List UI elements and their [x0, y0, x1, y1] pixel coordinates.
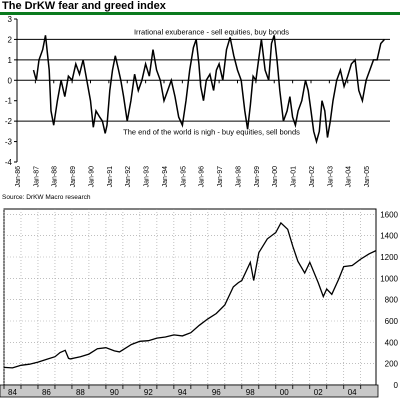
x-tick-label: 86 — [42, 388, 51, 397]
x-tick-label: Jan-05 — [364, 166, 371, 188]
x-tick-label: 98 — [246, 388, 255, 397]
y-tick-label: 1 — [8, 56, 13, 65]
y-tick-label: 1600 — [380, 210, 398, 219]
y-tick-label: 0 — [394, 381, 399, 390]
y-tick-label: 400 — [385, 338, 399, 347]
y-tick-label: 800 — [385, 296, 399, 305]
x-tick-label: 88 — [76, 388, 85, 397]
x-tick-label: Jan-95 — [180, 166, 187, 188]
x-tick-label: Jan-96 — [199, 166, 206, 188]
index-series-line — [32, 35, 386, 145]
annotation: The end of the world is nigh - buy equit… — [123, 127, 300, 136]
x-axis-band — [0, 384, 379, 398]
x-tick-label: 90 — [110, 388, 119, 397]
x-tick-label: Jan-86 — [15, 166, 22, 188]
x-tick-label: Jan-99 — [254, 166, 261, 188]
y-tick-label: 2 — [8, 35, 13, 44]
y-tick-label: -3 — [5, 138, 13, 147]
source-note: Source: DrKW Macro research — [2, 194, 91, 201]
price-series-line — [3, 221, 377, 369]
y-tick-label: 200 — [385, 360, 399, 369]
plot-area — [3, 208, 377, 386]
y-tick-label: -1 — [5, 97, 13, 106]
x-tick-label: Jan-97 — [217, 166, 224, 188]
title-underline — [0, 12, 400, 15]
y-tick-label: -4 — [5, 158, 13, 167]
x-tick-label: Jan-94 — [162, 166, 169, 188]
x-tick-label: Jan-01 — [291, 166, 298, 188]
x-tick-label: Jan-92 — [125, 166, 132, 188]
x-tick-label: Jan-89 — [70, 166, 77, 188]
x-tick-label: Jan-00 — [272, 166, 279, 188]
annotation: Irrational exuberance - sell equities, b… — [134, 27, 289, 36]
x-tick-label: Jan-93 — [144, 166, 151, 188]
x-tick-label: Jan-91 — [107, 166, 114, 188]
y-tick-label: 0 — [8, 76, 13, 85]
y-tick-label: 1000 — [380, 274, 398, 283]
x-tick-label: 92 — [144, 388, 153, 397]
x-tick-label: 84 — [8, 388, 17, 397]
x-tick-label: Jan-02 — [309, 166, 316, 188]
x-tick-label: Jan-87 — [33, 166, 40, 188]
x-tick-label: Jan-04 — [346, 166, 353, 188]
x-tick-label: Jan-98 — [235, 166, 242, 188]
x-tick-label: Jan-88 — [52, 166, 59, 188]
x-tick-label: 02 — [314, 388, 323, 397]
x-tick-label: Jan-03 — [327, 166, 334, 188]
y-tick-label: 3 — [8, 15, 13, 24]
y-tick-label: -2 — [5, 117, 13, 126]
chart-title: The DrKW fear and greed index — [2, 0, 166, 12]
y-tick-label: 1200 — [380, 253, 398, 262]
x-tick-label: 00 — [280, 388, 289, 397]
x-tick-label: 04 — [348, 388, 357, 397]
x-tick-label: 96 — [212, 388, 221, 397]
y-tick-label: 600 — [385, 317, 399, 326]
x-tick-label: 94 — [178, 388, 187, 397]
x-tick-label: Jan-90 — [88, 166, 95, 188]
y-tick-label: 1400 — [380, 232, 398, 241]
